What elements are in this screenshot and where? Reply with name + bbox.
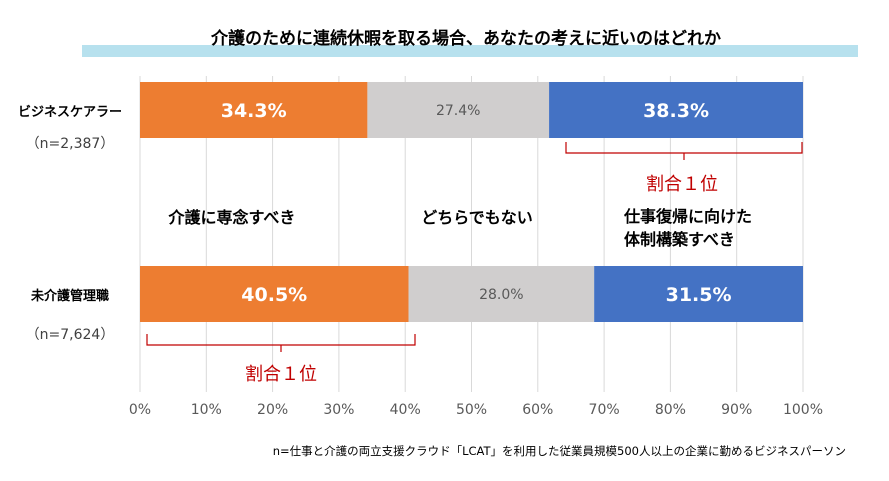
category-note-non-caring-manager: （n=7,624）	[26, 327, 115, 343]
series-label-return-to-work-line1: 仕事復帰に向けた	[623, 207, 752, 226]
series-label-dedicate-to-care: 介護に専念すべき	[168, 208, 296, 227]
series-label-return-to-work-line2: 体制構築すべき	[624, 230, 735, 249]
annotation-rank1-top: 割合１位	[646, 174, 718, 195]
data-label-c1-s0: 40.5%	[241, 284, 307, 306]
title-band	[82, 45, 858, 57]
x-tick-label-100: 100%	[783, 402, 823, 418]
bar-segment-c0-s1	[367, 82, 550, 138]
x-axis-tick-labels: 0% 10% 20% 30% 40% 50% 60% 70% 80% 90% 100%	[129, 402, 823, 418]
footnote: n=仕事と介護の両立支援クラウド「LCAT」を利用した従業員規模500人以上の企…	[273, 444, 846, 458]
category-note-business-carer: （n=2,387）	[26, 136, 115, 152]
bar-segment-c0-s0	[140, 82, 368, 138]
category-label-non-caring-manager: 未介護管理職	[30, 288, 109, 304]
data-label-c1-s1: 28.0%	[479, 287, 523, 303]
data-label-c0-s2: 38.3%	[643, 100, 709, 122]
x-tick-label-50: 50%	[456, 402, 487, 418]
x-tick-label-40: 40%	[390, 402, 421, 418]
bracket-top	[565, 142, 803, 160]
x-tick-label-0: 0%	[129, 402, 151, 418]
x-tick-label-90: 90%	[721, 402, 752, 418]
chart-title: 介護のために連続休暇を取る場合、あなたの考えに近いのはどれか	[210, 28, 721, 49]
series-label-neither: どちらでもない	[421, 208, 533, 227]
category-label-business-carer: ビジネスケアラー	[18, 104, 122, 120]
bar-segments	[140, 82, 803, 322]
bar-segment-c1-s1	[408, 266, 595, 322]
x-tick-label-20: 20%	[257, 402, 288, 418]
data-label-c1-s2: 31.5%	[666, 284, 732, 306]
annotation-rank1-bottom: 割合１位	[245, 364, 317, 385]
data-label-c0-s0: 34.3%	[221, 100, 287, 122]
bar-segment-c0-s2	[549, 82, 803, 138]
bar-segment-c1-s2	[594, 266, 803, 322]
x-tick-label-80: 80%	[655, 402, 686, 418]
x-tick-label-10: 10%	[191, 402, 222, 418]
x-tick-label-70: 70%	[589, 402, 620, 418]
bar-segment-c1-s0	[140, 266, 409, 322]
x-tick-label-60: 60%	[522, 402, 553, 418]
data-label-c0-s1: 27.4%	[436, 103, 480, 119]
segment-labels: 34.3% 27.4% 38.3% 40.5% 28.0% 31.5%	[221, 100, 732, 306]
bracket-bottom	[146, 334, 416, 352]
x-tick-label-30: 30%	[323, 402, 354, 418]
